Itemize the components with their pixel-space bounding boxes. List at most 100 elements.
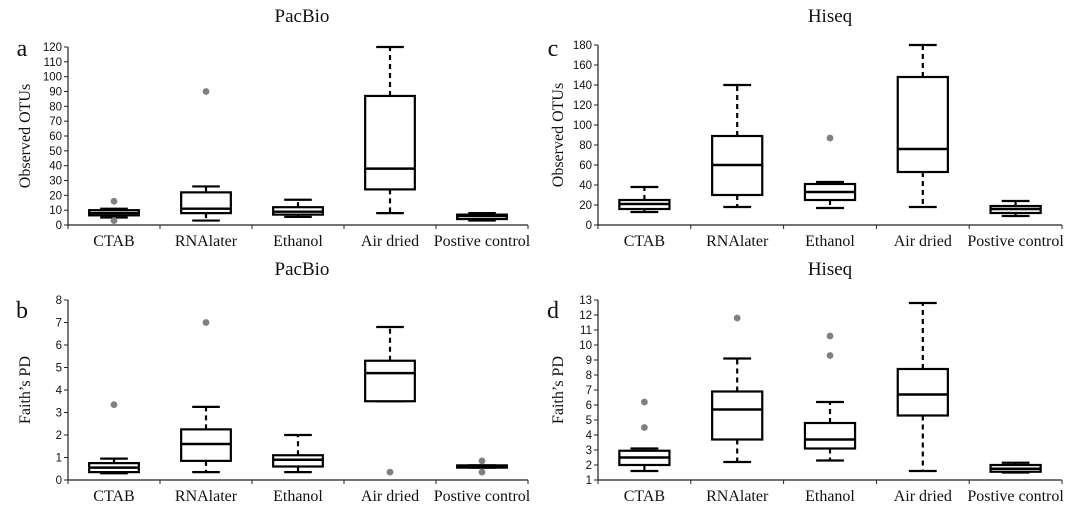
x-tick-label: Ethanol [273,488,323,505]
y-axis-label: Observed OTUs [17,84,34,188]
x-tick-label: CTAB [624,233,665,250]
chart-title: PacBio [275,259,330,280]
x-tick-label: Postive control [434,233,531,250]
x-tick-label: Air dried [361,488,419,505]
iqr-box [364,94,416,191]
box-ethanol [272,198,324,218]
y-tick-label: 1 [56,453,62,465]
y-tick-label: 4 [56,385,63,397]
y-tick-label: 160 [573,60,592,72]
iqr-box [896,367,949,417]
outlier-point [733,314,741,322]
outlier-point [202,88,210,95]
box-rnalater [180,319,232,474]
y-tick-label: 1 [586,475,592,487]
x-tick-label: CTAB [93,233,134,250]
outlier-point [478,468,486,476]
x-tick-label: RNAlater [706,233,769,250]
outlier-point [826,352,834,359]
y-tick-label: 4 [586,430,593,442]
x-tick-label: Air dried [894,488,952,505]
y-tick-label: 50 [49,146,62,158]
y-tick-label: 40 [579,180,592,192]
x-tick-label: Postive control [967,488,1064,505]
outlier-point [110,401,118,409]
iqr-box [896,75,949,174]
y-tick-label: 11 [580,325,592,337]
y-tick-label: 8 [586,370,592,382]
y-tick-label: 0 [56,475,62,487]
outlier-point [386,468,394,476]
box-postive-control [989,461,1042,474]
box-ethanol [803,332,857,462]
y-tick-label: 3 [56,408,62,420]
panel-letter: a [17,36,28,62]
y-tick-label: 30 [49,176,62,188]
chart-title: PacBio [275,6,330,27]
box-rnalater [180,88,232,222]
x-tick-label: Ethanol [805,488,855,505]
y-tick-label: 2 [586,460,592,472]
y-tick-label: 20 [579,200,592,212]
x-tick-label: Postive control [434,488,531,505]
box-ctab [618,185,671,214]
box-ethanol [803,134,857,210]
y-tick-label: 6 [586,400,592,412]
box-postive-control [456,457,508,476]
x-tick-label: RNAlater [175,488,238,505]
y-axis-label: Faith’s PD [17,356,34,424]
x-tick-label: Ethanol [273,233,323,250]
chart-title: Hiseq [808,6,853,27]
x-tick-label: Ethanol [805,233,855,250]
y-tick-label: 100 [573,120,592,132]
y-tick-label: 180 [573,40,592,52]
y-tick-label: 0 [56,220,62,232]
y-tick-label: 7 [586,385,592,397]
iqr-box [803,421,857,450]
outlier-point [478,457,486,465]
box-postive-control [456,212,508,222]
panel-a: PacBio a Observed OTUs 0 10 20 30 40 50 60 70 80 90 1… [17,6,531,250]
x-tick-label: RNAlater [175,233,238,250]
iqr-box [364,359,416,403]
box-ctab [618,398,671,473]
y-tick-label: 60 [579,160,592,172]
y-tick-label: 80 [49,101,62,113]
y-tick-label: 140 [573,80,592,92]
y-tick-label: 110 [44,57,62,69]
y-tick-label: 10 [49,205,62,217]
panel-b: PacBio b Faith’s PD 0 1 2 3 4 5 6 7 8 CTAB RNAlater Et… [16,259,531,505]
y-tick-label: 13 [579,295,592,307]
panel-letter: d [547,298,559,324]
box-air-dried [364,325,416,476]
x-tick-label: CTAB [93,488,134,505]
box-air-dried [364,45,416,215]
box-rnalater [711,314,764,464]
box-ctab [88,197,140,224]
y-tick-label: 40 [49,161,62,173]
y-tick-label: 6 [56,340,62,352]
panel-letter: b [16,298,28,324]
panel-letter: c [548,36,559,62]
y-tick-label: 8 [56,295,62,307]
outlier-point [202,319,210,326]
panel-c: Hiseq c Observed OTUs 0 20 40 60 80 100 120 140 160… [548,6,1065,250]
y-axis-label: Observed OTUs [550,83,567,187]
outlier-point [826,332,834,340]
x-tick-label: Air dried [361,233,419,250]
outlier-point [826,134,834,142]
box-ethanol [272,433,324,474]
y-tick-label: 120 [43,42,62,54]
box-ctab [88,401,140,475]
y-tick-label: 60 [49,131,62,143]
x-tick-label: Postive control [967,233,1064,250]
y-tick-label: 80 [579,140,592,152]
y-tick-label: 5 [586,415,592,427]
box-air-dried [896,301,949,473]
y-tick-label: 20 [49,190,62,202]
outlier-point [110,197,118,205]
outlier-point [110,217,118,224]
y-tick-label: 5 [56,363,62,375]
y-axis-label: Faith’s PD [550,356,567,424]
